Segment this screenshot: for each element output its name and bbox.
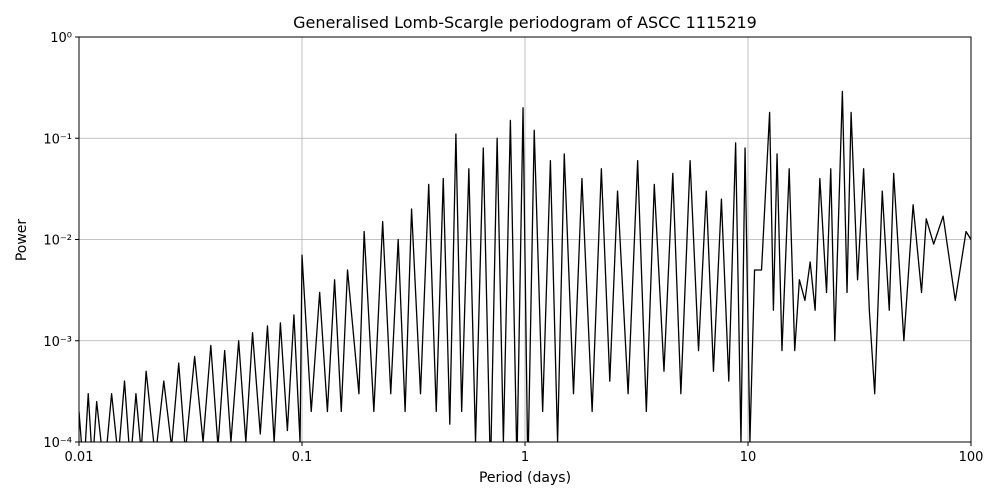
x-tick-label: 100 [959,450,984,465]
ticks: 0.01 0.1 1 10 100 10⁻⁴ 10⁻³ 10⁻² 10⁻¹ 10⁰ [43,31,983,465]
chart-title: Generalised Lomb-Scargle periodogram of … [293,13,757,32]
x-tick-label: 0.1 [292,450,313,465]
y-tick-label: 10⁻¹ [43,132,72,147]
plot-area [79,90,971,442]
periodogram-line [79,90,971,442]
y-tick-label: 10⁻⁴ [43,436,72,451]
y-axis-label: Power [14,219,30,262]
x-axis-label: Period (days) [479,470,571,486]
x-tick-label: 1 [521,450,529,465]
x-tick-label: 10 [740,450,757,465]
y-tick-label: 10⁻² [43,234,72,249]
y-tick-label: 10⁰ [50,31,72,46]
y-tick-label: 10⁻³ [43,335,72,350]
x-tick-label: 0.01 [65,450,94,465]
